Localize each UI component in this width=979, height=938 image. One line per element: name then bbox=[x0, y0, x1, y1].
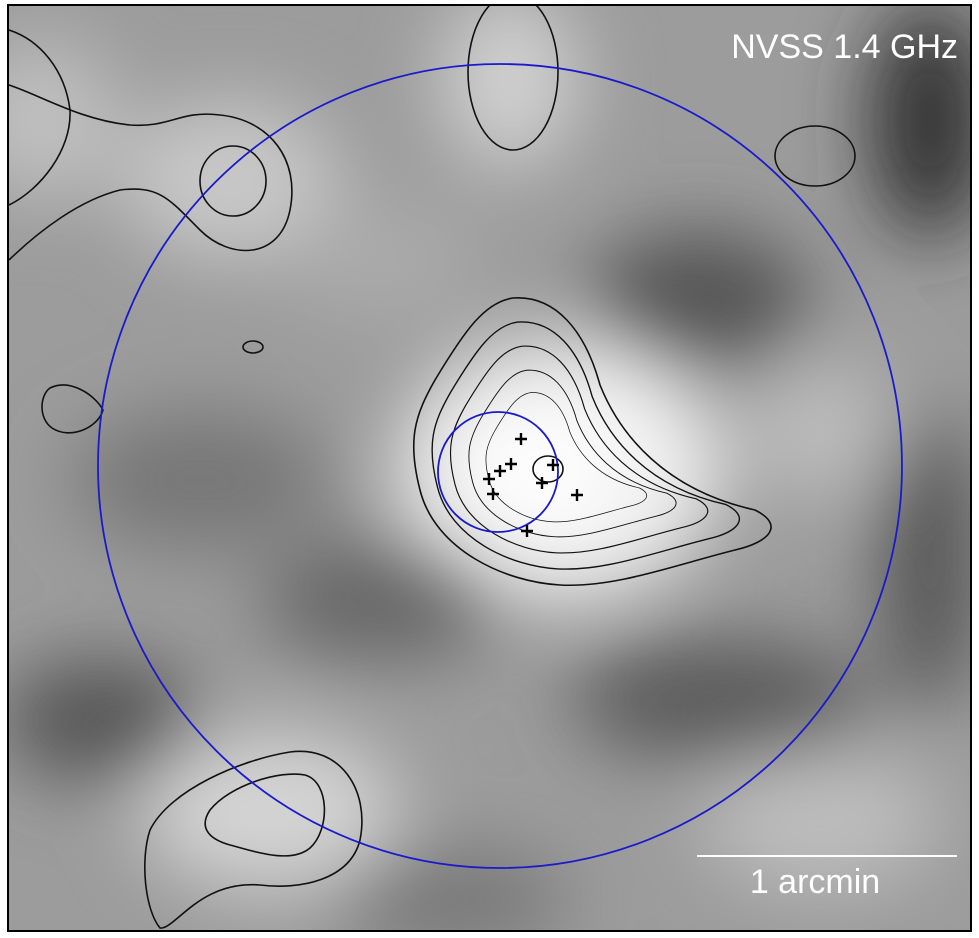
radio-map: NVSS 1.4 GHz 1 arcmin bbox=[0, 0, 979, 938]
scale-bar-label: 1 arcmin bbox=[750, 863, 880, 901]
image-label: NVSS 1.4 GHz bbox=[731, 28, 958, 66]
sky-image: NVSS 1.4 GHz 1 arcmin bbox=[0, 0, 979, 938]
